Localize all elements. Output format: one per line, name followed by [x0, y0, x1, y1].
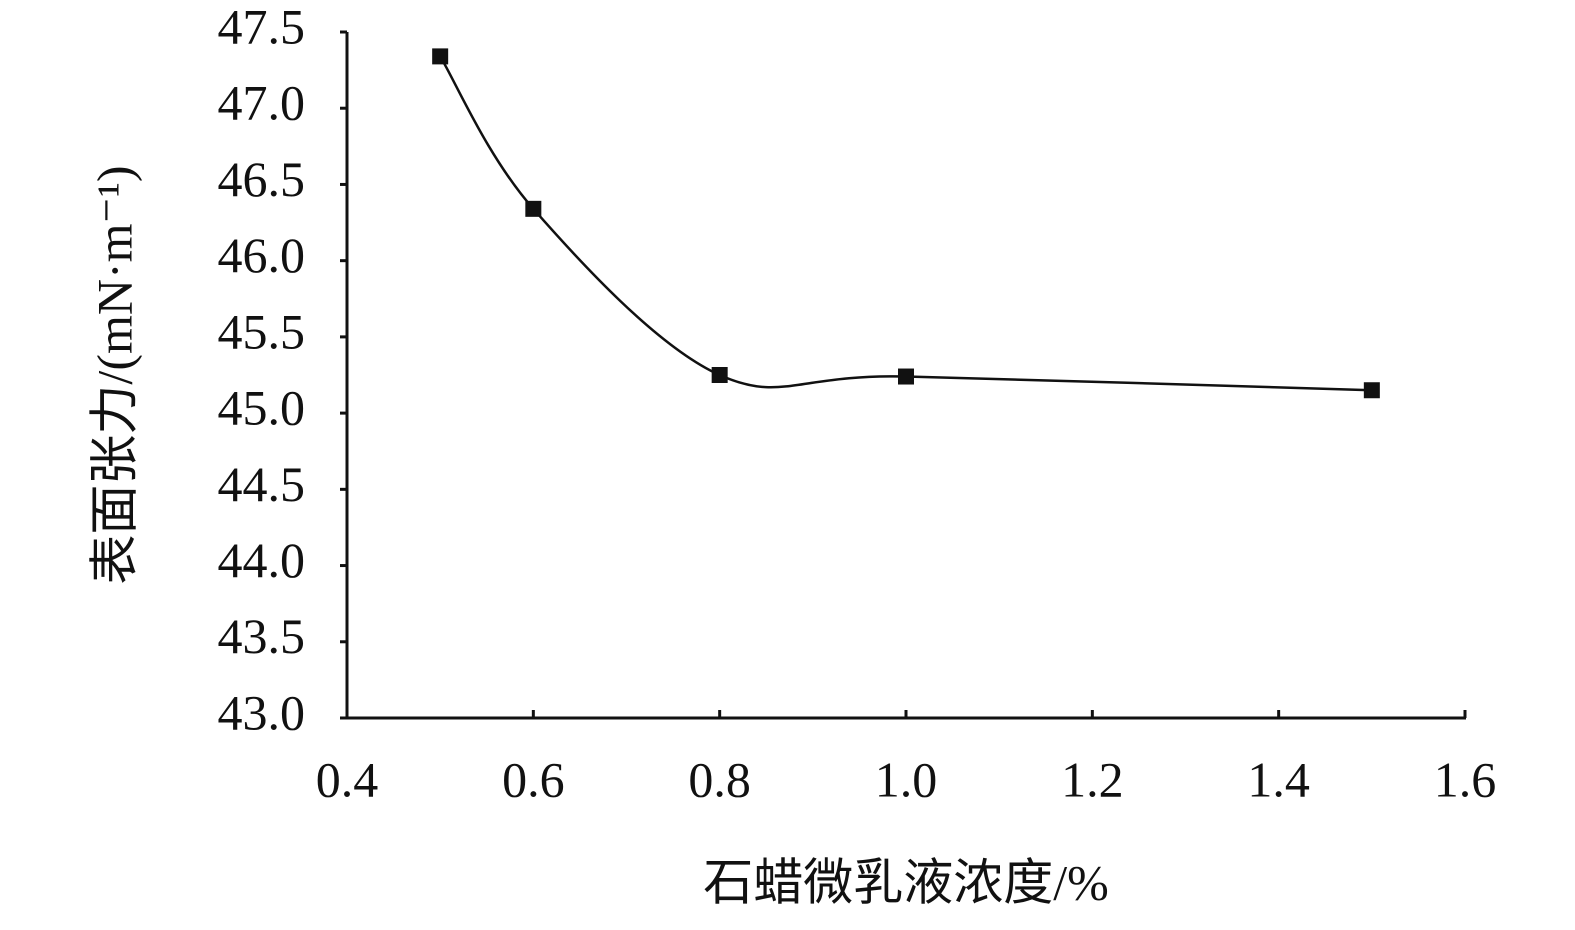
marker	[711, 367, 728, 383]
marker	[898, 368, 914, 385]
y-tick-label: 43.0	[218, 684, 306, 740]
x-tick-label: 1.4	[1247, 751, 1310, 807]
y-tick-label: 46.0	[218, 227, 306, 283]
x-tick-label: 1.2	[1061, 751, 1124, 807]
y-tick-label: 44.5	[218, 456, 306, 512]
y-tick-label: 45.0	[218, 380, 306, 436]
y-axis-title: 表面张力/(mN·m⁻¹)	[86, 165, 142, 584]
x-tick-label: 0.6	[502, 751, 565, 807]
marker	[432, 48, 449, 65]
y-tick-label: 43.5	[218, 608, 306, 664]
x-axis-title: 石蜡微乳液浓度/%	[703, 854, 1109, 910]
line	[439, 55, 1372, 392]
x-tick-label: 0.4	[316, 751, 379, 807]
y-tick-label: 46.5	[218, 151, 306, 207]
x-tick-label: 0.8	[688, 751, 751, 807]
x-tick-label: 1.6	[1434, 751, 1497, 807]
marker	[525, 200, 542, 217]
y-tick-label: 47.5	[218, 0, 306, 54]
y-tick-label: 44.0	[218, 532, 306, 588]
x-tick-label: 1.0	[875, 751, 938, 807]
y-tick-label: 47.0	[218, 75, 306, 131]
y-tick-label: 45.5	[218, 303, 306, 359]
marker	[1363, 382, 1380, 399]
